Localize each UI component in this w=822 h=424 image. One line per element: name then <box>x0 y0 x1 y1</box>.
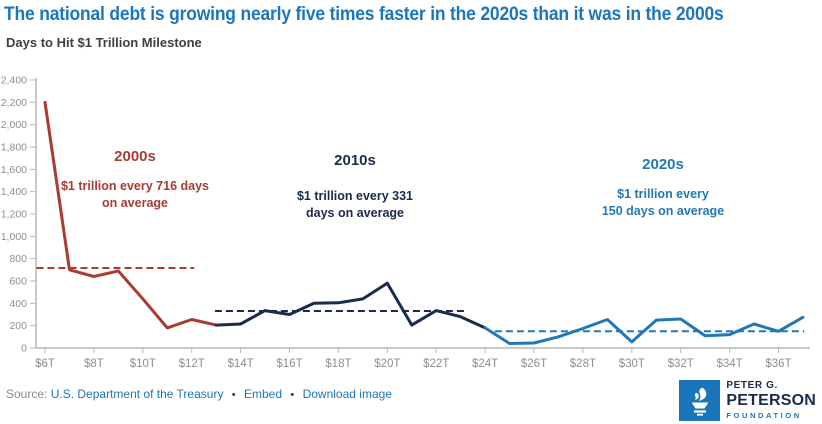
svg-text:2,000: 2,000 <box>1 119 27 131</box>
svg-text:$14T: $14T <box>227 358 253 370</box>
annotation-2000s-line1: $1 trillion every 716 days <box>60 179 209 193</box>
svg-text:$10T: $10T <box>130 358 156 370</box>
debt-line-chart: 0 200 400 600 800 1,000 1,200 1,400 1,600 1,800 2,… <box>0 60 822 380</box>
svg-text:0: 0 <box>21 343 27 355</box>
annotation-2000s-heading: 2000s <box>114 148 156 165</box>
svg-text:600: 600 <box>9 276 27 288</box>
svg-text:1,200: 1,200 <box>1 209 27 221</box>
svg-text:1,800: 1,800 <box>1 142 27 154</box>
svg-text:$8T: $8T <box>84 358 104 370</box>
annotation-2020s-line2: 150 days on average <box>601 204 725 218</box>
svg-text:1,400: 1,400 <box>1 186 27 198</box>
bullet-separator: • <box>290 389 295 401</box>
annotation-2000s-line2: on average <box>101 196 168 210</box>
annotation-2000s: 2000s $1 trillion every 716 days on aver… <box>20 148 250 212</box>
svg-text:$26T: $26T <box>521 358 547 370</box>
svg-text:$16T: $16T <box>276 358 302 370</box>
svg-text:2,200: 2,200 <box>1 97 27 109</box>
logo-line2: PETERSON <box>726 392 816 410</box>
bullet-separator: • <box>231 389 236 401</box>
embed-link[interactable]: Embed <box>244 387 283 401</box>
svg-text:$20T: $20T <box>374 358 400 370</box>
annotation-2010s-line1: $1 trillion every 331 <box>296 189 414 203</box>
source-label: Source: <box>6 387 48 401</box>
svg-text:$6T: $6T <box>35 358 55 370</box>
annotation-2020s-line1: $1 trillion every <box>617 187 709 201</box>
svg-text:2,400: 2,400 <box>1 75 27 87</box>
svg-text:1,600: 1,600 <box>1 164 27 176</box>
svg-text:$12T: $12T <box>179 358 205 370</box>
svg-text:$34T: $34T <box>716 358 742 370</box>
logo-line3: FOUNDATION <box>726 411 802 421</box>
svg-text:$32T: $32T <box>668 358 694 370</box>
svg-text:$24T: $24T <box>472 358 498 370</box>
annotation-2010s: 2010s $1 trillion every 331 days on aver… <box>240 152 470 222</box>
svg-text:200: 200 <box>9 320 27 332</box>
annotation-2020s-heading: 2020s <box>642 156 684 173</box>
annotation-2010s-heading: 2010s <box>334 152 376 169</box>
svg-text:$28T: $28T <box>570 358 596 370</box>
svg-text:$30T: $30T <box>619 358 645 370</box>
svg-text:$18T: $18T <box>325 358 351 370</box>
svg-text:400: 400 <box>9 298 27 310</box>
source-row: Source: U.S. Department of the Treasury … <box>6 387 392 401</box>
svg-text:1,000: 1,000 <box>1 231 27 243</box>
svg-text:$36T: $36T <box>765 358 791 370</box>
chart-subtitle: Days to Hit $1 Trillion Milestone <box>6 35 202 50</box>
download-image-link[interactable]: Download image <box>302 387 392 401</box>
logo-line1: PETER G. <box>726 380 778 392</box>
page-title: The national debt is growing nearly five… <box>4 4 724 25</box>
source-link[interactable]: U.S. Department of the Treasury <box>50 387 224 401</box>
annotation-2020s: 2020s $1 trillion every 150 days on aver… <box>548 156 778 220</box>
svg-text:$22T: $22T <box>423 358 449 370</box>
debt-chart-svg: 0 200 400 600 800 1,000 1,200 1,400 1,600 1,800 2,… <box>1 75 810 370</box>
svg-text:800: 800 <box>9 253 27 265</box>
peterson-foundation-logo: PETER G. PETERSON FOUNDATION <box>679 380 816 421</box>
torch-icon <box>679 380 721 421</box>
annotation-2010s-line2: days on average <box>306 206 404 220</box>
